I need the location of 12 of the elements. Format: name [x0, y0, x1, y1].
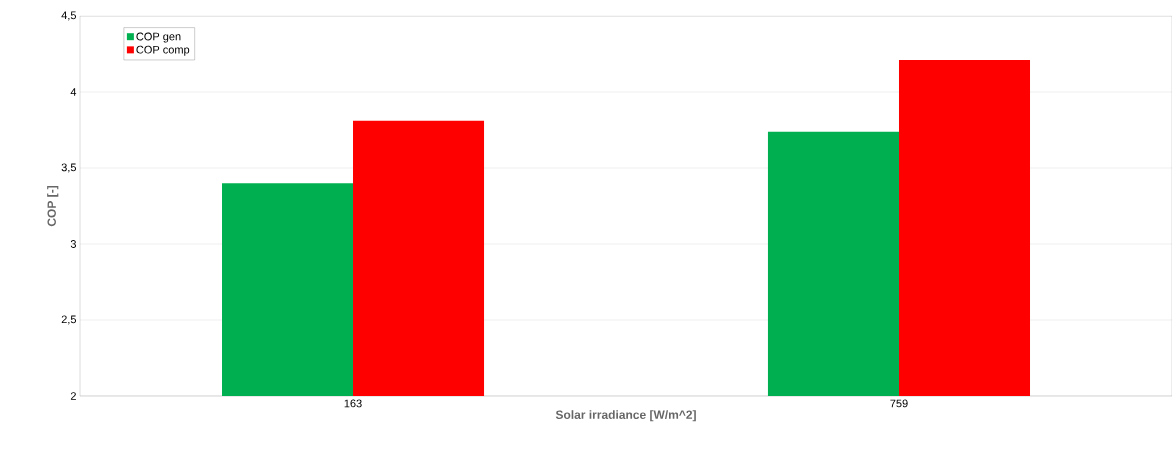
- y-axis-title: COP [-]: [47, 186, 59, 227]
- legend-label: COP gen: [136, 32, 181, 43]
- x-tick-label: 163: [344, 399, 362, 408]
- legend-label: COP comp: [136, 45, 190, 56]
- y-tick-label: 4: [70, 88, 77, 96]
- y-tick-label: 4,5: [61, 11, 77, 21]
- x-tick-label: 759: [890, 399, 908, 408]
- y-tick-label: 3: [70, 240, 76, 248]
- y-tick-label: 2: [70, 392, 76, 400]
- x-axis-title: Solar irradiance [W/m^2]: [555, 410, 696, 422]
- y-tick-label: 2,5: [61, 315, 77, 325]
- y-tick-label: 3,5: [61, 163, 77, 173]
